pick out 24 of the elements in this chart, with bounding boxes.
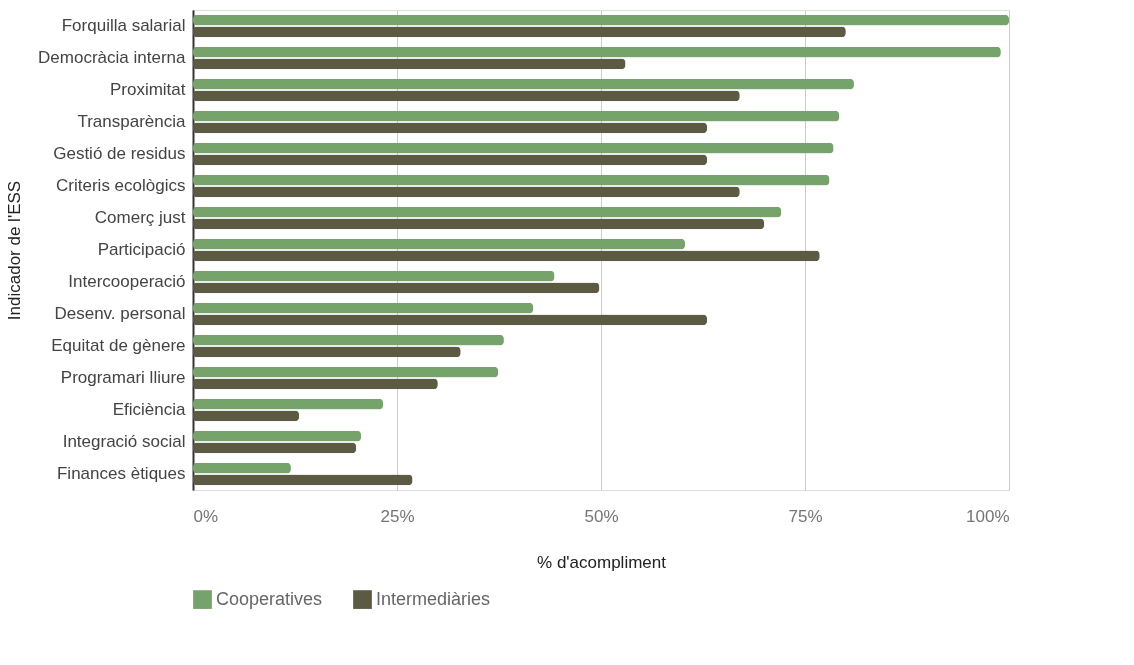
y-tick-label: Proximitat bbox=[109, 80, 186, 99]
y-tick-label: Finances ètiques bbox=[56, 464, 186, 483]
y-axis-title: Indicador de l'ESS bbox=[5, 180, 25, 321]
y-tick-label: Forquilla salarial bbox=[61, 16, 186, 35]
y-tick-label: Eficiència bbox=[112, 400, 187, 419]
x-tick-label: 0% bbox=[193, 506, 219, 526]
legend-label: Cooperatives bbox=[216, 588, 323, 609]
legend-label: Intermediàries bbox=[376, 588, 491, 609]
x-tick-label: 75% bbox=[788, 506, 823, 526]
y-tick-label: Gestió de residus bbox=[53, 144, 186, 163]
x-tick-label: 25% bbox=[380, 506, 415, 526]
x-tick-label: 100% bbox=[966, 506, 1010, 526]
y-tick-label: Intercooperació bbox=[68, 272, 186, 291]
y-tick-label: Comerç just bbox=[94, 208, 186, 227]
y-tick-label: Participació bbox=[97, 240, 186, 259]
y-tick-label: Democràcia interna bbox=[38, 48, 187, 67]
y-tick-label: Integració social bbox=[62, 432, 186, 451]
x-axis-title: % d'acompliment bbox=[537, 552, 667, 572]
x-tick-label: 50% bbox=[584, 506, 619, 526]
y-tick-label: Criteris ecològics bbox=[56, 176, 186, 195]
y-tick-label: Desenv. personal bbox=[54, 304, 186, 323]
y-tick-label: Programari lliure bbox=[60, 368, 186, 387]
y-tick-label: Equitat de gènere bbox=[51, 336, 186, 355]
y-tick-label: Transparència bbox=[77, 112, 187, 131]
